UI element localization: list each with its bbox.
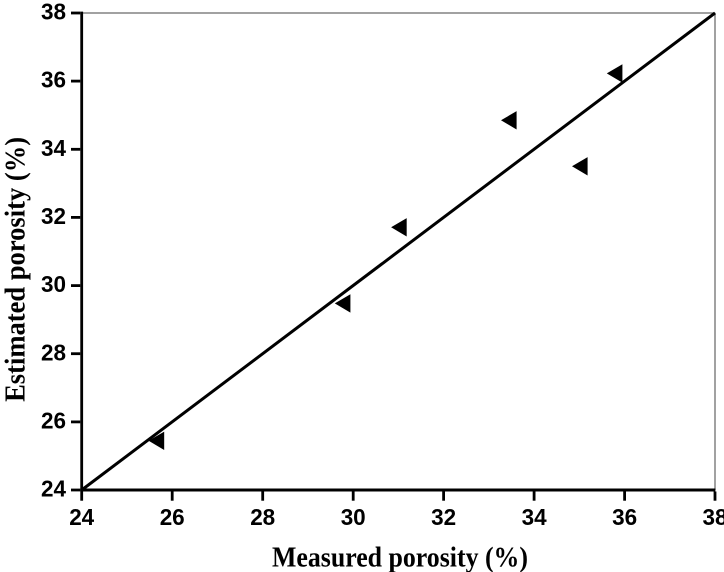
- svg-text:Estimated porosity (%): Estimated porosity (%): [1, 137, 32, 402]
- svg-text:26: 26: [41, 408, 66, 434]
- svg-text:38: 38: [703, 504, 724, 530]
- svg-text:34: 34: [522, 504, 547, 530]
- svg-text:30: 30: [41, 271, 66, 297]
- svg-text:28: 28: [41, 339, 66, 365]
- svg-text:28: 28: [250, 504, 275, 530]
- svg-text:26: 26: [160, 504, 185, 530]
- svg-text:24: 24: [41, 476, 66, 502]
- svg-text:30: 30: [341, 504, 366, 530]
- svg-text:36: 36: [612, 504, 637, 530]
- svg-text:24: 24: [69, 504, 94, 530]
- svg-text:34: 34: [41, 135, 66, 161]
- svg-text:32: 32: [431, 504, 456, 530]
- svg-text:38: 38: [41, 0, 66, 25]
- svg-text:32: 32: [41, 203, 66, 229]
- svg-text:Measured porosity (%): Measured porosity (%): [272, 542, 528, 572]
- svg-text:36: 36: [41, 67, 66, 93]
